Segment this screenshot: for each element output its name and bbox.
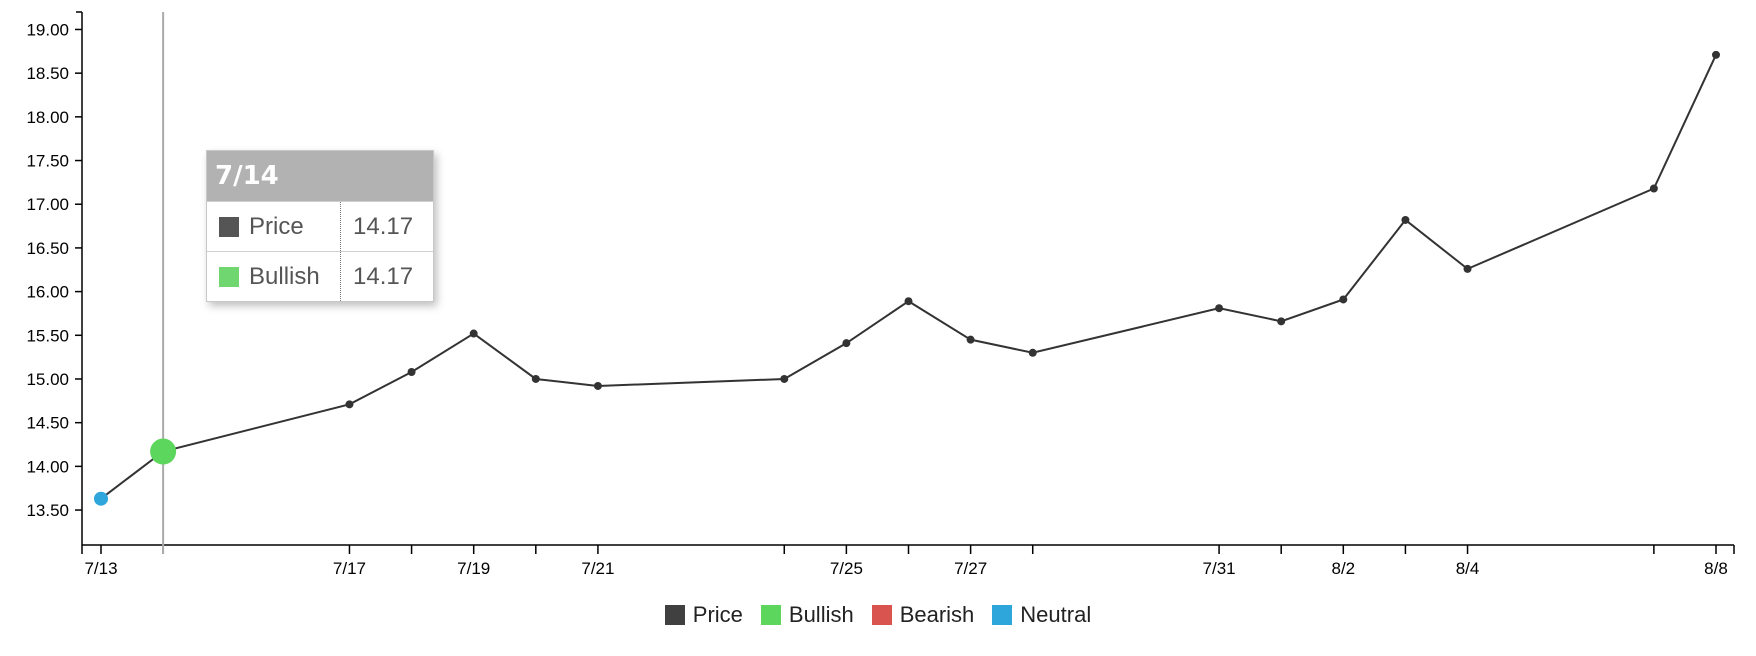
price-point [531,374,540,383]
legend-label-price: Price [692,602,743,627]
tooltip: 7/14 Price 14.17 Bullish 14.17 [206,150,434,302]
price-point [1712,50,1720,59]
sentiment-point-neutral [94,491,108,506]
tooltip-price-label: Price [249,212,304,240]
sentiment-point-bullish [150,438,177,465]
x-tick-label: 8/4 [1456,559,1480,578]
y-tick-label: 14.00 [26,457,69,476]
legend-swatch-bullish [760,605,781,625]
x-tick-label: 7/19 [457,559,490,578]
price-point [1649,184,1658,193]
legend-label-bullish: Bullish [788,602,854,627]
x-tick-label: 7/13 [84,559,117,578]
tooltip-bullish-swatch [219,266,239,287]
y-tick-label: 18.00 [26,108,69,127]
tooltip-row-price: Price 14.17 [207,201,433,251]
price-point [593,381,602,390]
y-tick-label: 15.00 [26,370,69,389]
x-tick-label: 8/8 [1704,559,1728,578]
legend-label-neutral: Neutral [1020,602,1092,627]
price-point [904,297,913,306]
y-tick-label: 18.50 [26,64,69,83]
x-tick-label: 8/2 [1331,559,1355,578]
price-point [1028,348,1037,357]
price-point [966,335,975,344]
y-tick-label: 19.00 [26,20,69,39]
price-point [345,400,354,409]
legend-swatch-price [664,605,685,625]
x-tick-label: 7/21 [581,559,614,578]
tooltip-price-value: 14.17 [353,212,414,240]
legend-item-neutral[interactable]: Neutral [992,602,1091,628]
y-tick-label: 16.00 [26,283,69,302]
price-point [1339,295,1348,304]
tooltip-title: 7/14 [207,151,433,201]
x-tick-label: 7/27 [954,559,987,578]
tooltip-price-swatch [219,216,239,237]
x-tick-label: 7/31 [1203,559,1236,578]
y-tick-label: 16.50 [26,239,69,258]
y-tick-label: 13.50 [26,501,69,520]
legend-item-bearish[interactable]: Bearish [871,602,975,628]
y-tick-label: 15.50 [26,326,69,345]
legend-swatch-bearish [871,605,892,625]
price-point [469,329,478,338]
y-tick-label: 17.50 [26,152,69,171]
legend-item-price[interactable]: Price [664,602,743,628]
y-tick-label: 17.00 [26,195,69,214]
y-tick-label: 14.50 [26,414,69,433]
price-point [842,339,851,348]
price-point [1463,264,1472,273]
x-tick-label: 7/17 [333,559,366,578]
price-point [1215,304,1224,313]
legend-item-bullish[interactable]: Bullish [760,602,854,628]
legend-swatch-neutral [992,605,1013,625]
legend-label-bearish: Bearish [899,602,975,627]
x-tick-label: 7/25 [830,559,863,578]
legend: Price Bullish Bearish Neutral [0,588,1756,642]
tooltip-bullish-label: Bullish [249,262,320,290]
tooltip-bullish-value: 14.17 [353,262,414,290]
price-point [1277,317,1286,326]
price-point [780,374,789,383]
price-point [407,367,416,376]
tooltip-row-bullish: Bullish 14.17 [207,251,433,301]
price-point [1401,215,1410,224]
